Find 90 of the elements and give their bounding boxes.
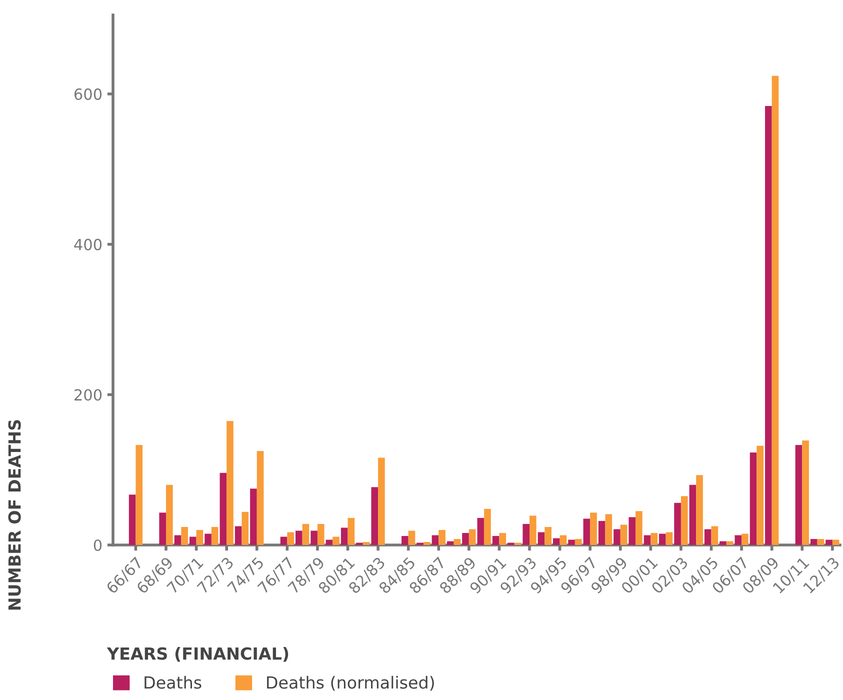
bar bbox=[211, 526, 218, 545]
legend-label: Deaths bbox=[144, 676, 202, 689]
bar bbox=[666, 532, 673, 545]
bar bbox=[402, 536, 408, 545]
bar bbox=[220, 472, 227, 545]
bar bbox=[765, 106, 772, 545]
bar bbox=[810, 538, 818, 545]
bar bbox=[492, 536, 500, 545]
bar bbox=[226, 420, 234, 545]
bar bbox=[302, 524, 310, 545]
bar bbox=[720, 541, 726, 545]
bar bbox=[136, 445, 143, 545]
bar bbox=[711, 526, 718, 545]
bar bbox=[484, 508, 491, 545]
bar bbox=[605, 514, 612, 545]
bar bbox=[817, 538, 824, 545]
bar bbox=[250, 488, 257, 545]
bar bbox=[242, 512, 249, 545]
bar bbox=[462, 532, 469, 545]
bar bbox=[650, 532, 658, 545]
bar bbox=[574, 538, 582, 545]
bar bbox=[204, 534, 212, 545]
bar bbox=[530, 516, 536, 545]
bar bbox=[742, 534, 748, 545]
bar bbox=[750, 452, 757, 545]
bar bbox=[674, 502, 681, 545]
bar bbox=[371, 487, 378, 545]
bar bbox=[317, 524, 324, 545]
bar bbox=[340, 528, 348, 545]
y-tick-label: 400 bbox=[74, 238, 102, 250]
bar bbox=[598, 520, 606, 545]
bar bbox=[166, 484, 173, 545]
bar bbox=[256, 451, 264, 545]
bar bbox=[560, 535, 567, 545]
bar bbox=[468, 529, 476, 545]
bar bbox=[832, 540, 840, 545]
bar bbox=[802, 440, 809, 545]
bar bbox=[280, 536, 288, 545]
bar bbox=[552, 538, 560, 545]
bar bbox=[326, 540, 333, 545]
bar bbox=[234, 526, 242, 545]
bar bbox=[538, 532, 545, 545]
y-axis-title: NUMBER OF DEATHS bbox=[8, 420, 21, 610]
bar bbox=[726, 541, 734, 545]
y-tick-label: 0 bbox=[94, 539, 102, 552]
bar bbox=[332, 536, 340, 545]
legend-label: Deaths (normalised) bbox=[267, 676, 434, 691]
bar bbox=[795, 445, 802, 545]
y-tick-label: 200 bbox=[74, 389, 102, 401]
bar bbox=[446, 541, 454, 545]
bar bbox=[689, 484, 696, 545]
bar bbox=[614, 529, 620, 545]
bar bbox=[756, 446, 764, 545]
bar bbox=[499, 532, 506, 545]
bar bbox=[522, 524, 530, 545]
bar bbox=[408, 530, 416, 545]
bar bbox=[432, 535, 439, 545]
bar bbox=[568, 540, 575, 545]
bar bbox=[583, 518, 590, 545]
bar bbox=[196, 530, 204, 545]
bar bbox=[378, 458, 385, 545]
bar bbox=[636, 511, 642, 545]
bar bbox=[159, 512, 166, 545]
bar bbox=[680, 496, 688, 545]
bar bbox=[734, 535, 742, 545]
bar bbox=[826, 540, 832, 545]
bar bbox=[659, 534, 666, 545]
bar bbox=[423, 542, 430, 545]
bar bbox=[174, 535, 182, 545]
bar bbox=[287, 532, 294, 545]
bar bbox=[296, 530, 302, 545]
x-axis-title: YEARS (FINANCIAL) bbox=[106, 646, 288, 662]
bar bbox=[348, 518, 355, 545]
bar bbox=[454, 538, 461, 545]
bar bbox=[128, 494, 136, 545]
bar bbox=[181, 526, 188, 545]
bar bbox=[704, 529, 712, 545]
bar bbox=[438, 530, 446, 545]
bar bbox=[590, 512, 597, 545]
bar bbox=[544, 526, 552, 545]
bar bbox=[310, 530, 318, 545]
bar bbox=[189, 536, 196, 545]
bar bbox=[644, 535, 651, 545]
bar bbox=[477, 518, 484, 545]
bar bbox=[772, 76, 779, 545]
y-tick-label: 600 bbox=[74, 88, 102, 100]
bar bbox=[628, 517, 636, 545]
bar bbox=[362, 542, 370, 545]
bar bbox=[696, 475, 703, 545]
bar bbox=[620, 524, 628, 545]
